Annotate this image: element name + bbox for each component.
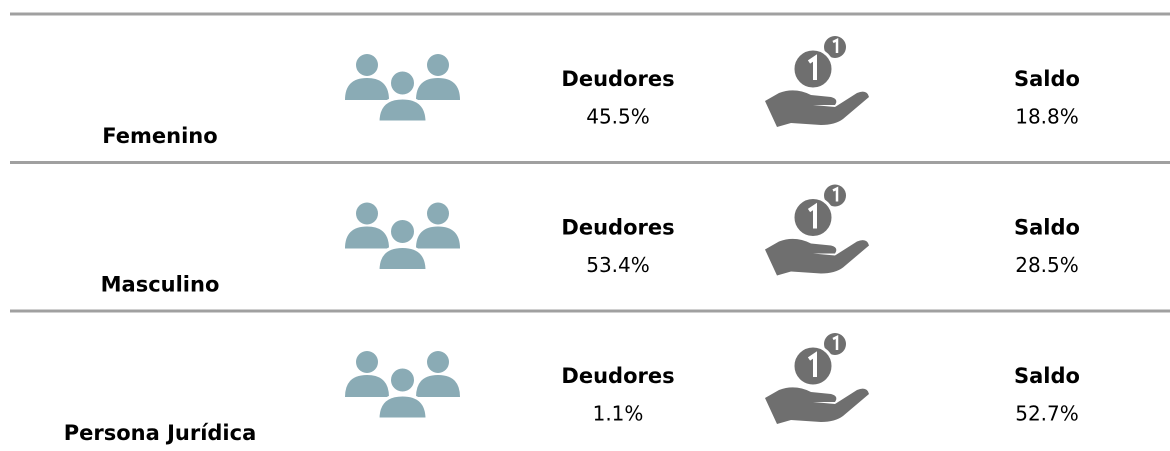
saldo-value: 18.8% xyxy=(1015,105,1079,129)
rows: Femenino Deudores 45.5% Saldo 18.8% Masculino… xyxy=(10,12,1170,445)
saldo-label: Saldo xyxy=(1014,216,1080,240)
saldo-value: 52.7% xyxy=(1015,402,1079,426)
hand-coin-icon xyxy=(765,332,870,424)
row-label: Femenino xyxy=(102,124,217,148)
deudores-label: Deudores xyxy=(561,216,674,240)
deudores-value: 45.5% xyxy=(586,105,650,129)
saldo-value: 28.5% xyxy=(1015,253,1079,277)
saldo-label: Saldo xyxy=(1014,67,1080,91)
people-icon xyxy=(345,54,460,122)
deudores-value: 53.4% xyxy=(586,253,650,277)
people-icon xyxy=(345,351,460,419)
row-label: Masculino xyxy=(101,273,220,297)
saldo-label: Saldo xyxy=(1014,364,1080,388)
deudores-label: Deudores xyxy=(561,67,674,91)
hand-coin-icon xyxy=(765,183,870,276)
people-icon xyxy=(345,202,460,271)
deudores-label: Deudores xyxy=(561,364,674,388)
hand-coin-icon xyxy=(765,35,870,127)
row-label: Persona Jurídica xyxy=(64,421,257,445)
deudores-value: 1.1% xyxy=(593,402,644,426)
